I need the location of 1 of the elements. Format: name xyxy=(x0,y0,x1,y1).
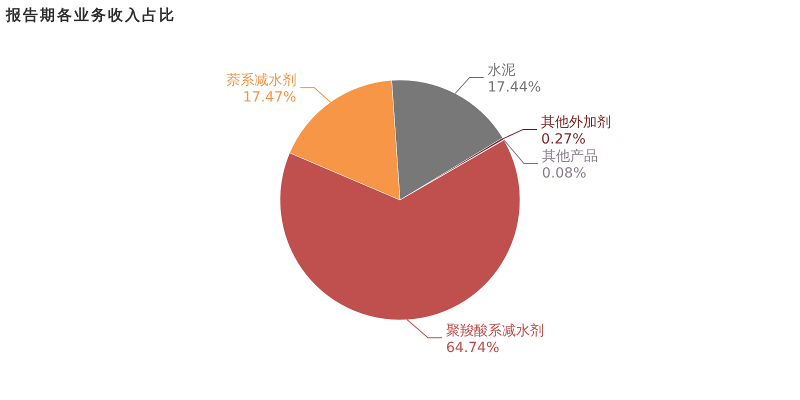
text: 报告期各业务收入占比 xyxy=(5,6,176,24)
